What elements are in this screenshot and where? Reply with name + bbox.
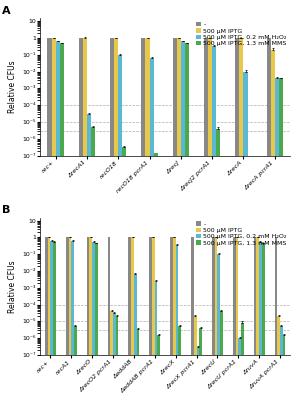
Bar: [277, 316, 280, 400]
Text: B: B: [2, 205, 11, 215]
Bar: [45, 238, 48, 400]
Bar: [204, 38, 208, 400]
Bar: [149, 58, 154, 400]
Bar: [199, 328, 202, 400]
Bar: [173, 38, 177, 400]
Bar: [155, 281, 157, 400]
Bar: [89, 238, 92, 400]
Bar: [283, 335, 285, 400]
Bar: [259, 242, 262, 400]
Bar: [110, 311, 113, 400]
Bar: [114, 38, 118, 400]
Bar: [220, 311, 223, 400]
Bar: [215, 238, 217, 400]
Bar: [60, 43, 64, 400]
Bar: [235, 38, 239, 400]
Bar: [181, 41, 185, 400]
Bar: [177, 38, 181, 400]
Bar: [238, 338, 241, 400]
Bar: [216, 129, 220, 400]
Bar: [178, 326, 181, 400]
Bar: [254, 238, 256, 400]
Bar: [50, 240, 53, 400]
Bar: [141, 38, 145, 400]
Bar: [122, 146, 126, 400]
Bar: [152, 238, 155, 400]
Bar: [217, 254, 220, 400]
Legend: -, 500 μM IPTG, 500 μM IPTG, 0.2 mM H₂O₂, 500 μM IPTG, 1.3 mM MMS: -, 500 μM IPTG, 500 μM IPTG, 0.2 mM H₂O₂…: [196, 22, 287, 47]
Bar: [69, 238, 71, 400]
Bar: [176, 245, 178, 400]
Bar: [48, 238, 50, 400]
Bar: [280, 326, 283, 400]
Legend: -, 500 μM IPTG, 500 μM IPTG, 0.2 mM H₂O₂, 500 μM IPTG, 1.3 mM MMS: -, 500 μM IPTG, 500 μM IPTG, 0.2 mM H₂O₂…: [196, 221, 287, 246]
Bar: [170, 238, 173, 400]
Bar: [239, 38, 244, 400]
Bar: [128, 238, 131, 400]
Bar: [275, 238, 277, 400]
Bar: [236, 238, 238, 400]
Bar: [56, 41, 60, 400]
Bar: [149, 238, 152, 400]
Bar: [191, 238, 194, 400]
Bar: [95, 243, 98, 400]
Bar: [66, 238, 69, 400]
Bar: [52, 38, 56, 400]
Bar: [53, 242, 56, 400]
Bar: [256, 238, 259, 400]
Bar: [157, 335, 160, 400]
Bar: [197, 347, 199, 400]
Bar: [91, 127, 95, 400]
Bar: [118, 55, 122, 400]
Bar: [137, 329, 139, 400]
Bar: [271, 50, 275, 400]
Bar: [244, 72, 247, 400]
Bar: [107, 238, 110, 400]
Bar: [262, 243, 265, 400]
Bar: [212, 238, 215, 400]
Bar: [173, 238, 176, 400]
Bar: [233, 238, 236, 400]
Bar: [247, 156, 252, 400]
Bar: [116, 316, 118, 400]
Bar: [87, 238, 89, 400]
Bar: [185, 43, 189, 400]
Bar: [71, 240, 74, 400]
Text: A: A: [2, 6, 11, 16]
Bar: [212, 46, 216, 400]
Bar: [131, 238, 134, 400]
Bar: [83, 38, 87, 400]
Bar: [134, 274, 137, 400]
Bar: [110, 38, 114, 400]
Bar: [92, 242, 95, 400]
Bar: [79, 38, 83, 400]
Bar: [87, 114, 91, 400]
Y-axis label: Relative CFUs: Relative CFUs: [8, 260, 17, 313]
Bar: [279, 78, 283, 400]
Bar: [145, 38, 149, 400]
Bar: [275, 78, 279, 400]
Bar: [241, 323, 244, 400]
Bar: [154, 153, 158, 400]
Bar: [208, 38, 212, 400]
Bar: [194, 316, 197, 400]
Bar: [47, 38, 52, 400]
Bar: [74, 326, 77, 400]
Bar: [267, 38, 271, 400]
Bar: [113, 314, 116, 400]
Y-axis label: Relative CFUs: Relative CFUs: [8, 61, 17, 113]
